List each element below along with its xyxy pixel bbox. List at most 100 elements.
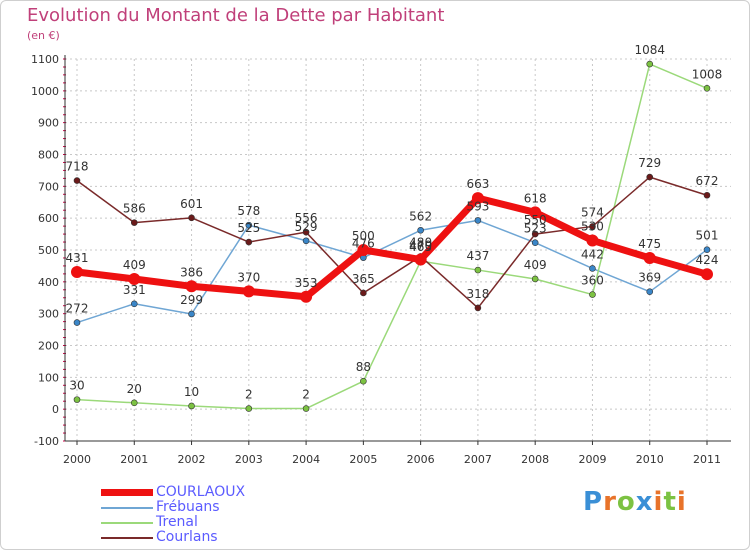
- data-label-fr-buans: 369: [638, 271, 661, 285]
- data-point-courlans: [589, 223, 596, 230]
- data-point-fr-buans: [73, 319, 81, 326]
- y-tick-label: 300: [38, 308, 59, 321]
- series-line-trenal: [76, 63, 708, 410]
- x-tick-label: 2003: [235, 453, 263, 466]
- y-tick-label: 1000: [31, 85, 59, 98]
- logo-letter: P: [583, 487, 604, 517]
- data-label-courlans: 672: [696, 174, 719, 188]
- data-point-courlaoux: [185, 280, 198, 293]
- legend-swatch: [101, 489, 153, 496]
- data-label-courlaoux: 618: [524, 191, 547, 205]
- data-label-courlans: 550: [524, 213, 547, 227]
- legend-item-trenal: Trenal: [101, 514, 361, 530]
- data-label-courlaoux: 470: [409, 239, 432, 253]
- data-point-courlans: [245, 238, 253, 246]
- x-tick-label: 2009: [578, 453, 606, 466]
- data-point-trenal: [302, 405, 310, 412]
- data-point-courlaoux: [586, 234, 599, 247]
- data-point-trenal: [474, 266, 482, 274]
- data-label-courlans: 525: [237, 221, 260, 235]
- data-label-trenal: 2: [245, 388, 253, 402]
- data-label-fr-buans: 501: [696, 229, 719, 243]
- data-label-courlaoux: 431: [66, 251, 89, 265]
- x-tick-label: 2005: [349, 453, 377, 466]
- unit-label: (en €): [27, 29, 60, 42]
- data-point-courlaoux: [701, 268, 713, 281]
- data-label-fr-buans: 529: [295, 220, 318, 234]
- legend-swatch: [101, 506, 153, 509]
- data-point-trenal: [130, 399, 138, 407]
- y-tick-label: -100: [34, 435, 59, 448]
- logo-letter: t: [663, 487, 677, 517]
- data-point-courlans: [531, 230, 539, 238]
- data-point-trenal: [73, 396, 81, 403]
- legend-label: Trenal: [156, 514, 198, 530]
- data-point-courlans: [130, 219, 138, 226]
- legend-label: COURLAOUX: [156, 484, 246, 500]
- data-label-trenal: 88: [356, 360, 371, 374]
- data-label-trenal: 409: [524, 258, 547, 272]
- y-tick-label: 1100: [31, 53, 59, 66]
- legend-item-courlans: Courlans: [101, 529, 361, 545]
- y-tick-label: 0: [52, 403, 59, 416]
- data-point-trenal: [245, 405, 253, 412]
- data-point-fr-buans: [302, 237, 310, 245]
- logo-letter: r: [603, 487, 617, 517]
- data-label-courlaoux: 386: [180, 265, 203, 279]
- proxiti-logo: Proxiti: [583, 487, 687, 517]
- data-label-courlans: 718: [66, 160, 89, 174]
- axis-layer: -100 0 100 200 300 400 500 600 700 800 900 1000 1100…: [31, 53, 731, 466]
- data-label-trenal: 360: [581, 274, 604, 288]
- x-tick-label: 2011: [693, 453, 721, 466]
- data-point-courlaoux: [128, 272, 141, 285]
- data-label-fr-buans: 442: [581, 247, 604, 261]
- data-point-trenal: [188, 402, 195, 410]
- y-tick-label: 800: [38, 149, 59, 162]
- data-label-layer: 431 409 386 370 353 500 470 663 618 530 475 424 272 3…: [66, 43, 723, 401]
- legend-swatch: [101, 536, 153, 539]
- data-point-fr-buans: [417, 226, 424, 234]
- data-label-trenal: 1084: [634, 43, 665, 57]
- y-tick-label: 600: [38, 212, 59, 225]
- data-point-fr-buans: [589, 265, 596, 272]
- y-tick-label: 900: [38, 117, 59, 130]
- data-point-courlaoux: [300, 290, 313, 303]
- data-point-trenal: [360, 377, 367, 385]
- data-point-courlans: [703, 191, 711, 199]
- data-point-courlans: [360, 289, 367, 297]
- data-point-trenal: [646, 60, 654, 68]
- data-label-courlans: 729: [638, 156, 661, 170]
- data-point-courlaoux: [357, 244, 370, 256]
- data-label-fr-buans: 331: [123, 283, 146, 297]
- data-point-fr-buans: [703, 246, 711, 253]
- data-label-courlaoux: 424: [696, 253, 719, 267]
- logo-letter: i: [653, 487, 664, 517]
- data-label-trenal: 437: [466, 249, 489, 263]
- data-label-courlans: 556: [295, 211, 318, 225]
- data-point-courlans: [646, 173, 654, 181]
- data-label-trenal: 2: [302, 388, 310, 402]
- data-label-courlans: 601: [180, 197, 203, 211]
- data-point-courlaoux: [643, 251, 656, 264]
- data-label-courlans: 574: [581, 205, 604, 219]
- data-label-courlaoux: 353: [295, 276, 318, 290]
- data-label-fr-buans: 523: [524, 222, 547, 236]
- data-point-courlans: [73, 177, 81, 184]
- data-point-trenal: [531, 275, 539, 283]
- data-point-courlans: [302, 228, 310, 236]
- legend-label: Frébuans: [156, 499, 220, 515]
- data-label-fr-buans: 562: [409, 209, 432, 223]
- x-tick-label: 2001: [120, 453, 148, 466]
- logo-letter: i: [676, 487, 687, 517]
- data-label-courlaoux: 530: [581, 219, 604, 233]
- legend: COURLAOUX Frébuans Trenal Courlans: [101, 484, 361, 545]
- data-label-trenal: 465: [409, 240, 432, 254]
- data-point-fr-buans: [646, 288, 654, 296]
- data-point-courlans: [188, 214, 195, 222]
- data-point-fr-buans: [130, 300, 138, 308]
- data-label-courlaoux: 409: [123, 258, 146, 272]
- data-label-courlans: 480: [409, 235, 432, 249]
- chart-title: Evolution du Montant de la Dette par Hab…: [27, 5, 445, 26]
